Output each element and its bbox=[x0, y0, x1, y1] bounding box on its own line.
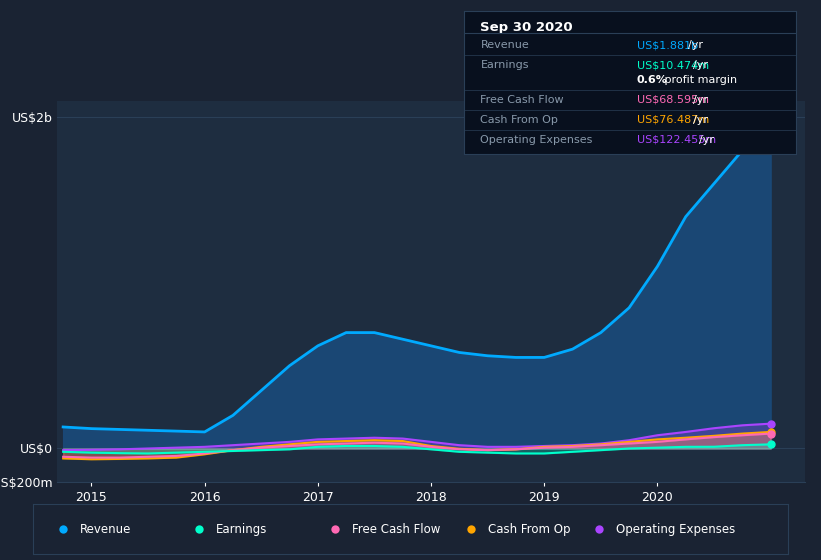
Text: Revenue: Revenue bbox=[480, 40, 530, 50]
Text: Cash From Op: Cash From Op bbox=[480, 115, 558, 125]
Text: Operating Expenses: Operating Expenses bbox=[616, 522, 735, 536]
Text: US$76.487m: US$76.487m bbox=[637, 115, 709, 125]
Text: US$1.881b: US$1.881b bbox=[637, 40, 698, 50]
Text: /yr: /yr bbox=[693, 115, 709, 125]
Text: Free Cash Flow: Free Cash Flow bbox=[351, 522, 440, 536]
Text: Sep 30 2020: Sep 30 2020 bbox=[480, 21, 573, 34]
Text: Free Cash Flow: Free Cash Flow bbox=[480, 95, 564, 105]
Text: Earnings: Earnings bbox=[480, 60, 529, 71]
Text: US$10.474m: US$10.474m bbox=[637, 60, 709, 71]
Text: /yr: /yr bbox=[693, 95, 709, 105]
Text: /yr: /yr bbox=[699, 135, 713, 144]
Text: Operating Expenses: Operating Expenses bbox=[480, 135, 593, 144]
Text: /yr: /yr bbox=[693, 60, 709, 71]
Text: US$122.455m: US$122.455m bbox=[637, 135, 716, 144]
Text: 0.6%: 0.6% bbox=[637, 74, 667, 85]
Text: Revenue: Revenue bbox=[80, 522, 131, 536]
Text: Earnings: Earnings bbox=[216, 522, 267, 536]
Text: profit margin: profit margin bbox=[662, 74, 737, 85]
Text: /yr: /yr bbox=[688, 40, 703, 50]
Text: Cash From Op: Cash From Op bbox=[488, 522, 570, 536]
Text: US$68.595m: US$68.595m bbox=[637, 95, 709, 105]
